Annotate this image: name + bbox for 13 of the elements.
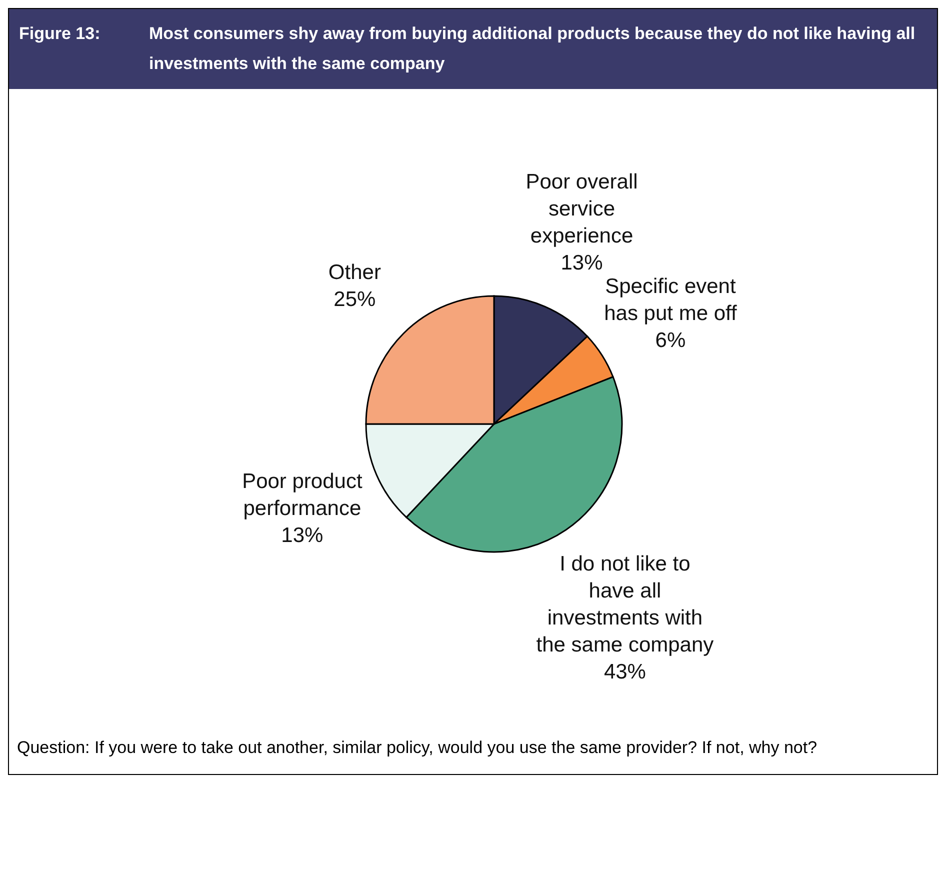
data-label: 13% bbox=[281, 524, 324, 548]
slice-label: I do not like to have all investments with the same company bbox=[536, 552, 714, 657]
data-label: 13% bbox=[560, 252, 603, 275]
data-label: 25% bbox=[334, 288, 376, 312]
data-label: 43% bbox=[604, 660, 646, 684]
slice-label: Poor product performance bbox=[242, 470, 362, 520]
slice-label: Specific event has put me off bbox=[604, 275, 737, 326]
slice-label: Poor overall service experience bbox=[526, 170, 638, 248]
slice-label: Other bbox=[328, 261, 381, 284]
text: Figure 13: bbox=[19, 23, 102, 45]
data-label: 6% bbox=[655, 329, 686, 352]
text: Question: If you were to take out another, similar policy, would you use the same provider? If not, why not? bbox=[17, 737, 818, 759]
chart-subtitle: Most consumers shy away from buying additional products because they do not like having all investments with the same company bbox=[149, 23, 916, 75]
